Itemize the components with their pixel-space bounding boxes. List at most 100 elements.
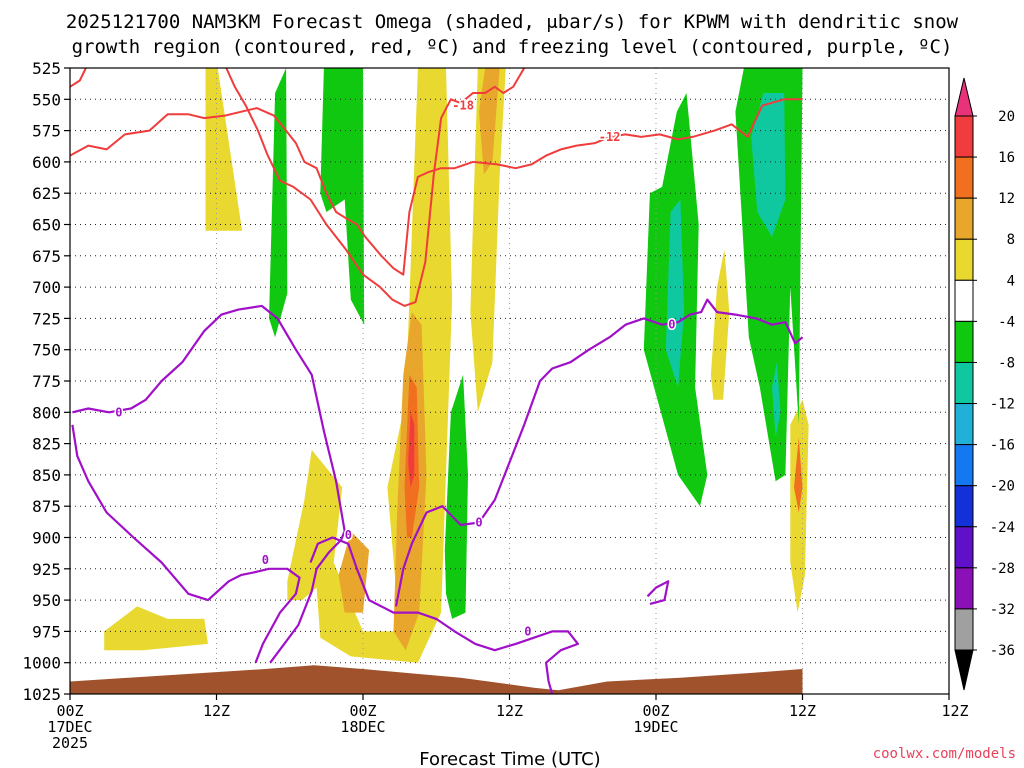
dgz-contour-1: [225, 68, 526, 307]
y-tick-label-650: 650: [32, 216, 61, 235]
colorbar-segment-5: [954, 279, 974, 322]
colorbar-segment-9: [954, 444, 974, 487]
omega-region-3: [104, 606, 208, 651]
colorbar-segment-2: [954, 156, 974, 199]
y-tick-label-825: 825: [32, 435, 61, 454]
colorbar-label-5: -4: [998, 314, 1015, 330]
omega-region-11: [408, 412, 415, 488]
dgz-contour-0: [70, 68, 87, 88]
freezing-contour-1: [71, 424, 301, 664]
dgz-contour-2: [70, 98, 803, 276]
contour-layer: [70, 68, 804, 694]
y-tick-label-875: 875: [32, 497, 61, 516]
x-tick-label-end: 12Z: [941, 702, 968, 720]
y-tick-label-1025: 1025: [22, 685, 61, 704]
contour-label-3: 0: [262, 553, 269, 567]
omega-region-0: [205, 68, 243, 231]
contour-label-2: 0: [115, 405, 122, 419]
x-tick-label-0-2: 2025: [52, 734, 88, 752]
omega-region-1: [287, 68, 453, 663]
y-tick-label-525: 525: [32, 59, 61, 78]
y-tick-label-950: 950: [32, 591, 61, 610]
y-tick-label-725: 725: [32, 309, 61, 328]
omega-region-14: [444, 374, 468, 619]
contour-labels: -18 -12 0 0 0 0 0 0: [114, 97, 677, 640]
grid-lines: [70, 68, 949, 694]
contour-label-7: 0: [668, 318, 675, 332]
freezing-contour-0: [72, 304, 346, 664]
x-tick-label-48-1: 19DEC: [633, 718, 678, 736]
omega-region-17: [665, 199, 685, 388]
colorbar-label-7: -12: [990, 397, 1015, 413]
colorbar-label-3: 8: [1007, 232, 1015, 248]
colorbar-segment-3: [954, 197, 974, 240]
omega-region-18: [751, 93, 786, 237]
omega-shading-layer: [104, 68, 809, 663]
colorbar-segment-4: [954, 238, 974, 281]
contour-label-4: 0: [345, 528, 352, 542]
colorbar-segment-7: [954, 361, 974, 405]
colorbar-label-8: -16: [990, 438, 1015, 454]
contour-label-5: 0: [475, 515, 482, 529]
omega-region-16: [735, 68, 803, 482]
y-axis-ticks: 525 550 575 600 625 650 675 700 725 750 775 800 825 8…: [22, 59, 70, 704]
x-tick-label-48-0: 00Z: [642, 702, 669, 720]
colorbar-label-11: -28: [990, 561, 1015, 577]
colorbar-top-triangle: [954, 77, 974, 117]
colorbar-segment-13: [954, 608, 974, 651]
colorbar-label-0: 20: [998, 109, 1015, 125]
colorbar-label-13: -36: [990, 643, 1015, 659]
omega-region-10: [794, 437, 803, 513]
y-tick-label-700: 700: [32, 278, 61, 297]
y-tick-label-975: 975: [32, 622, 61, 641]
colorbar-label-10: -24: [990, 520, 1015, 536]
colorbar-segment-11: [954, 526, 974, 569]
freezing-contour-4: [646, 580, 670, 605]
omega-region-2: [470, 68, 506, 413]
y-tick-label-900: 900: [32, 529, 61, 548]
colorbar-label-12: -32: [990, 602, 1015, 618]
colorbar-label-4: 4: [1007, 273, 1015, 289]
colorbar-label-6: -8: [998, 355, 1015, 371]
y-tick-label-925: 925: [32, 560, 61, 579]
chart-title-line-2: growth region (contoured, red, ºC) and f…: [72, 36, 953, 58]
y-tick-label-1000: 1000: [22, 654, 61, 673]
y-tick-label-625: 625: [32, 184, 61, 203]
colorbar-bottom-triangle: [954, 649, 974, 691]
x-tick-label-0-0: 00Z: [56, 702, 83, 720]
colorbar-segment-12: [954, 567, 974, 610]
colorbar-segment-8: [954, 403, 974, 446]
credit-link[interactable]: coolwx.com/models: [873, 746, 1016, 762]
contour-label-1: -12: [599, 130, 621, 144]
colorbar: 20 16 12 8 4 -4 -8 -12 -16 -20 -24 -28 -32 -36: [954, 77, 1015, 691]
x-tick-label-24-1: 18DEC: [340, 718, 385, 736]
terrain-fill: [70, 665, 803, 694]
chart-title-line-1: 2025121700 NAM3KM Forecast Omega (shaded…: [66, 11, 959, 33]
plot-frame: [69, 67, 950, 695]
x-tick-label-0-1: 17DEC: [47, 718, 92, 736]
colorbar-segment-1: [954, 115, 974, 158]
freezing-contour-2: [309, 536, 580, 694]
colorbar-segment-6: [954, 320, 974, 363]
terrain-layer: [70, 665, 803, 694]
y-tick-label-750: 750: [32, 341, 61, 360]
y-tick-label-600: 600: [32, 153, 61, 172]
y-tick-label-775: 775: [32, 372, 61, 391]
colorbar-label-9: -20: [990, 479, 1015, 495]
x-tick-label-60-0: 12Z: [789, 702, 816, 720]
y-tick-label-550: 550: [32, 90, 61, 109]
y-tick-label-575: 575: [32, 122, 61, 141]
omega-region-12: [269, 68, 288, 338]
y-tick-label-675: 675: [32, 247, 61, 266]
colorbar-segment-10: [954, 485, 974, 528]
y-tick-label-800: 800: [32, 403, 61, 422]
y-tick-label-850: 850: [32, 466, 61, 485]
contour-label-0: -18: [452, 99, 474, 113]
omega-region-19: [772, 362, 781, 438]
x-tick-label-24-0: 00Z: [349, 702, 376, 720]
x-axis-label: Forecast Time (UTC): [419, 749, 600, 768]
omega-region-7: [479, 68, 500, 175]
omega-region-4: [710, 249, 730, 400]
